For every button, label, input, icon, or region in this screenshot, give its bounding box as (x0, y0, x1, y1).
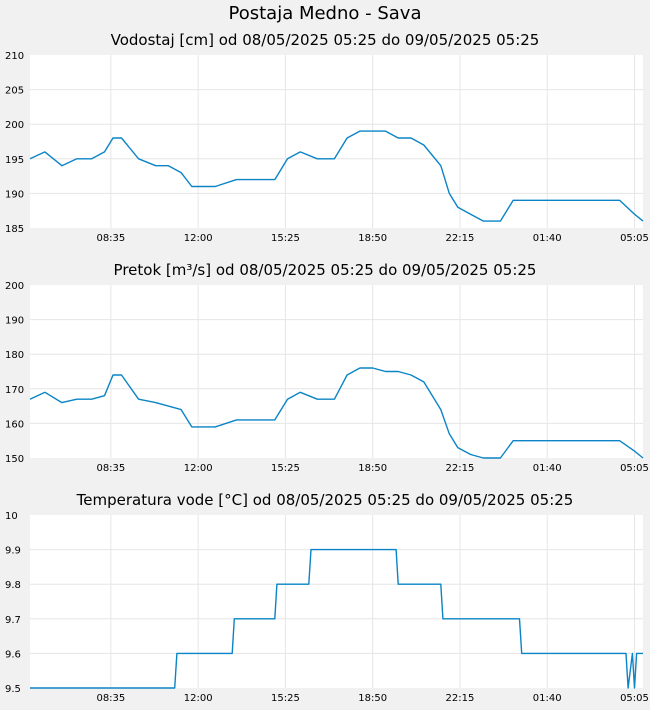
y-tick-label: 210 (5, 51, 24, 62)
x-tick-label: 22:15 (446, 693, 475, 704)
x-tick-label: 08:35 (96, 693, 125, 704)
plot-area-2 (30, 285, 643, 458)
series-line-1 (29, 130, 644, 222)
y-tick-label: 9.8 (5, 580, 21, 591)
x-tick-label: 12:00 (184, 233, 213, 244)
x-tick-label: 15:25 (271, 693, 300, 704)
y-tick-label: 180 (5, 350, 24, 361)
y-tick-label: 185 (5, 224, 24, 235)
x-tick-label: 15:25 (271, 463, 300, 474)
x-tick-label: 08:35 (96, 463, 125, 474)
x-tick-label: 22:15 (446, 233, 475, 244)
x-tick-label: 01:40 (533, 463, 562, 474)
y-tick-label: 190 (5, 189, 24, 200)
y-tick-label: 190 (5, 316, 24, 327)
x-tick-label: 22:15 (446, 463, 475, 474)
x-tick-label: 05:05 (620, 463, 649, 474)
plot-area-1 (30, 55, 643, 228)
y-tick-label: 170 (5, 385, 24, 396)
x-tick-label: 12:00 (184, 463, 213, 474)
y-tick-label: 200 (5, 120, 24, 131)
y-tick-label: 150 (5, 454, 24, 465)
y-tick-label: 9.5 (5, 684, 21, 695)
y-tick-label: 9.6 (5, 649, 21, 660)
x-tick-label: 08:35 (96, 233, 125, 244)
x-tick-label: 05:05 (620, 233, 649, 244)
chart-2-title: Pretok [m³/s] od 08/05/2025 05:25 do 09/… (113, 261, 537, 279)
chart-3-title: Temperatura vode [°C] od 08/05/2025 05:2… (76, 491, 574, 509)
y-tick-label: 9.9 (5, 546, 21, 557)
page-title: Postaja Medno - Sava (228, 3, 422, 24)
x-tick-label: 15:25 (271, 233, 300, 244)
y-tick-label: 200 (5, 281, 24, 292)
chart-1-title: Vodostaj [cm] od 08/05/2025 05:25 do 09/… (110, 31, 540, 49)
y-tick-label: 160 (5, 419, 24, 430)
x-tick-label: 05:05 (620, 693, 649, 704)
series-line-3 (30, 548, 643, 689)
y-tick-label: 195 (5, 155, 24, 166)
series-line-2 (29, 367, 644, 459)
y-tick-label: 205 (5, 86, 24, 97)
x-tick-label: 18:50 (358, 693, 387, 704)
y-tick-label: 9.7 (5, 615, 21, 626)
x-tick-label: 18:50 (358, 233, 387, 244)
x-tick-label: 01:40 (533, 233, 562, 244)
x-tick-label: 18:50 (358, 463, 387, 474)
y-tick-label: 10 (5, 511, 18, 522)
x-tick-label: 12:00 (184, 693, 213, 704)
x-tick-label: 01:40 (533, 693, 562, 704)
plot-area-3 (30, 515, 643, 688)
